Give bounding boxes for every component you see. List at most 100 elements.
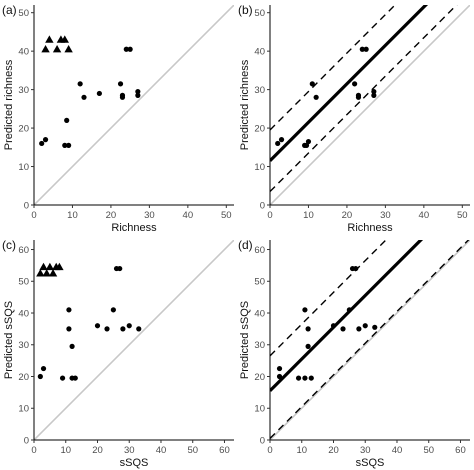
circle-point (135, 92, 141, 98)
y-tick-label: 30 (254, 85, 265, 96)
circle-point (352, 81, 358, 87)
y-tick-label: 50 (254, 277, 265, 288)
circle-point (371, 88, 377, 95)
circle-point (363, 46, 369, 52)
panel-1: 0 10 20 30 40 50 0 10 20 30 40 50 Richness Predicted … (2, 3, 234, 234)
circle-point (356, 326, 362, 332)
y-axis-title: Predicted sSQS (3, 301, 15, 379)
lower-bound-line (270, 5, 458, 193)
x-axis-title: sSQS (120, 457, 149, 469)
circle-point (117, 81, 124, 87)
circle-point (308, 375, 314, 381)
circle-point (276, 365, 283, 372)
circle-point (39, 140, 45, 147)
y-tick-label: 20 (254, 123, 265, 134)
x-tick-label: 0 (31, 445, 36, 456)
x-tick-label: 40 (156, 445, 167, 456)
circle-point (372, 324, 378, 330)
circle-point (40, 365, 47, 372)
circle-point (136, 326, 142, 332)
triangle-point (48, 269, 58, 277)
y-tick-label: 50 (254, 8, 265, 19)
circle-point (330, 323, 337, 329)
reference-lines (34, 240, 234, 440)
y-tick-label: 50 (18, 277, 29, 288)
panel-3: 0 10 20 30 40 50 60 0 10 20 30 40 50 60 sSQS Predicted … (2, 238, 234, 469)
circle-point (42, 137, 49, 143)
triangle-point (45, 35, 54, 43)
triangle-point (39, 262, 48, 271)
y-tick-label: 40 (18, 46, 29, 57)
circle-point (120, 326, 126, 332)
circle-point (276, 373, 283, 380)
circle-point (305, 326, 311, 332)
x-tick-label: 10 (60, 445, 71, 456)
x-tick-label: 20 (106, 210, 117, 221)
y-tick-label: 0 (24, 200, 29, 211)
circle-point (59, 375, 66, 381)
x-axis-title: sSQS (356, 457, 385, 469)
circle-point (305, 138, 312, 145)
x-tick-label: 30 (380, 210, 391, 221)
y-tick-label: 20 (254, 372, 265, 383)
circle-point (117, 265, 123, 272)
circle-point (309, 81, 315, 87)
x-axis-title: Richness (347, 222, 393, 234)
x-tick-label: 30 (124, 445, 135, 456)
fit-line (270, 5, 429, 162)
y-tick-label: 30 (18, 85, 29, 96)
x-tick-label: 60 (455, 445, 466, 456)
panel-label: (c) (2, 238, 16, 252)
triangle-point (60, 35, 69, 43)
x-tick-label: 30 (360, 445, 371, 456)
circle-point (275, 140, 281, 147)
x-tick-label: 40 (419, 210, 430, 221)
x-tick-label: 20 (328, 445, 339, 456)
x-tick-label: 20 (92, 445, 103, 456)
y-axis-title: Predicted sSQS (239, 301, 251, 379)
x-tick-label: 0 (31, 210, 36, 221)
triangle-point (55, 262, 64, 271)
data-points (39, 35, 141, 148)
x-tick-label: 50 (423, 445, 434, 456)
x-tick-label: 30 (144, 210, 155, 221)
circle-point (126, 323, 132, 329)
triangle-point (64, 45, 73, 53)
triangle-point (41, 45, 50, 53)
y-tick-label: 0 (260, 200, 265, 211)
identity-line (34, 5, 234, 205)
circle-point (305, 343, 311, 349)
y-tick-label: 20 (18, 372, 29, 383)
x-tick-label: 50 (221, 210, 232, 221)
identity-line (34, 240, 234, 440)
circle-point (72, 375, 78, 381)
upper-bound-line (270, 5, 396, 131)
circle-point (359, 46, 365, 52)
circle-point (371, 92, 377, 98)
y-tick-label: 0 (260, 435, 265, 446)
panel-2: 0 10 20 30 40 50 0 10 20 30 40 50 Richness Predicted … (238, 3, 470, 234)
circle-point (96, 90, 102, 97)
panel-label: (d) (238, 238, 253, 252)
y-tick-label: 40 (254, 308, 265, 319)
x-tick-label: 0 (267, 445, 272, 456)
x-tick-label: 40 (392, 445, 403, 456)
circle-point (135, 88, 141, 95)
triangle-point (42, 269, 51, 277)
x-tick-label: 10 (303, 210, 314, 221)
y-tick-label: 60 (18, 245, 29, 256)
circle-point (302, 375, 308, 381)
fit-line (270, 240, 424, 392)
y-tick-label: 30 (254, 340, 265, 351)
circle-point (94, 323, 101, 329)
y-tick-label: 10 (254, 404, 265, 415)
circle-point (77, 81, 83, 87)
x-tick-label: 50 (457, 210, 468, 221)
upper-bound-line (270, 240, 387, 357)
y-tick-label: 60 (254, 245, 265, 256)
circle-point (66, 307, 72, 313)
triangle-point (45, 262, 55, 271)
circle-point (340, 326, 346, 332)
x-axis-title: Richness (111, 222, 157, 234)
circle-point (37, 373, 43, 380)
